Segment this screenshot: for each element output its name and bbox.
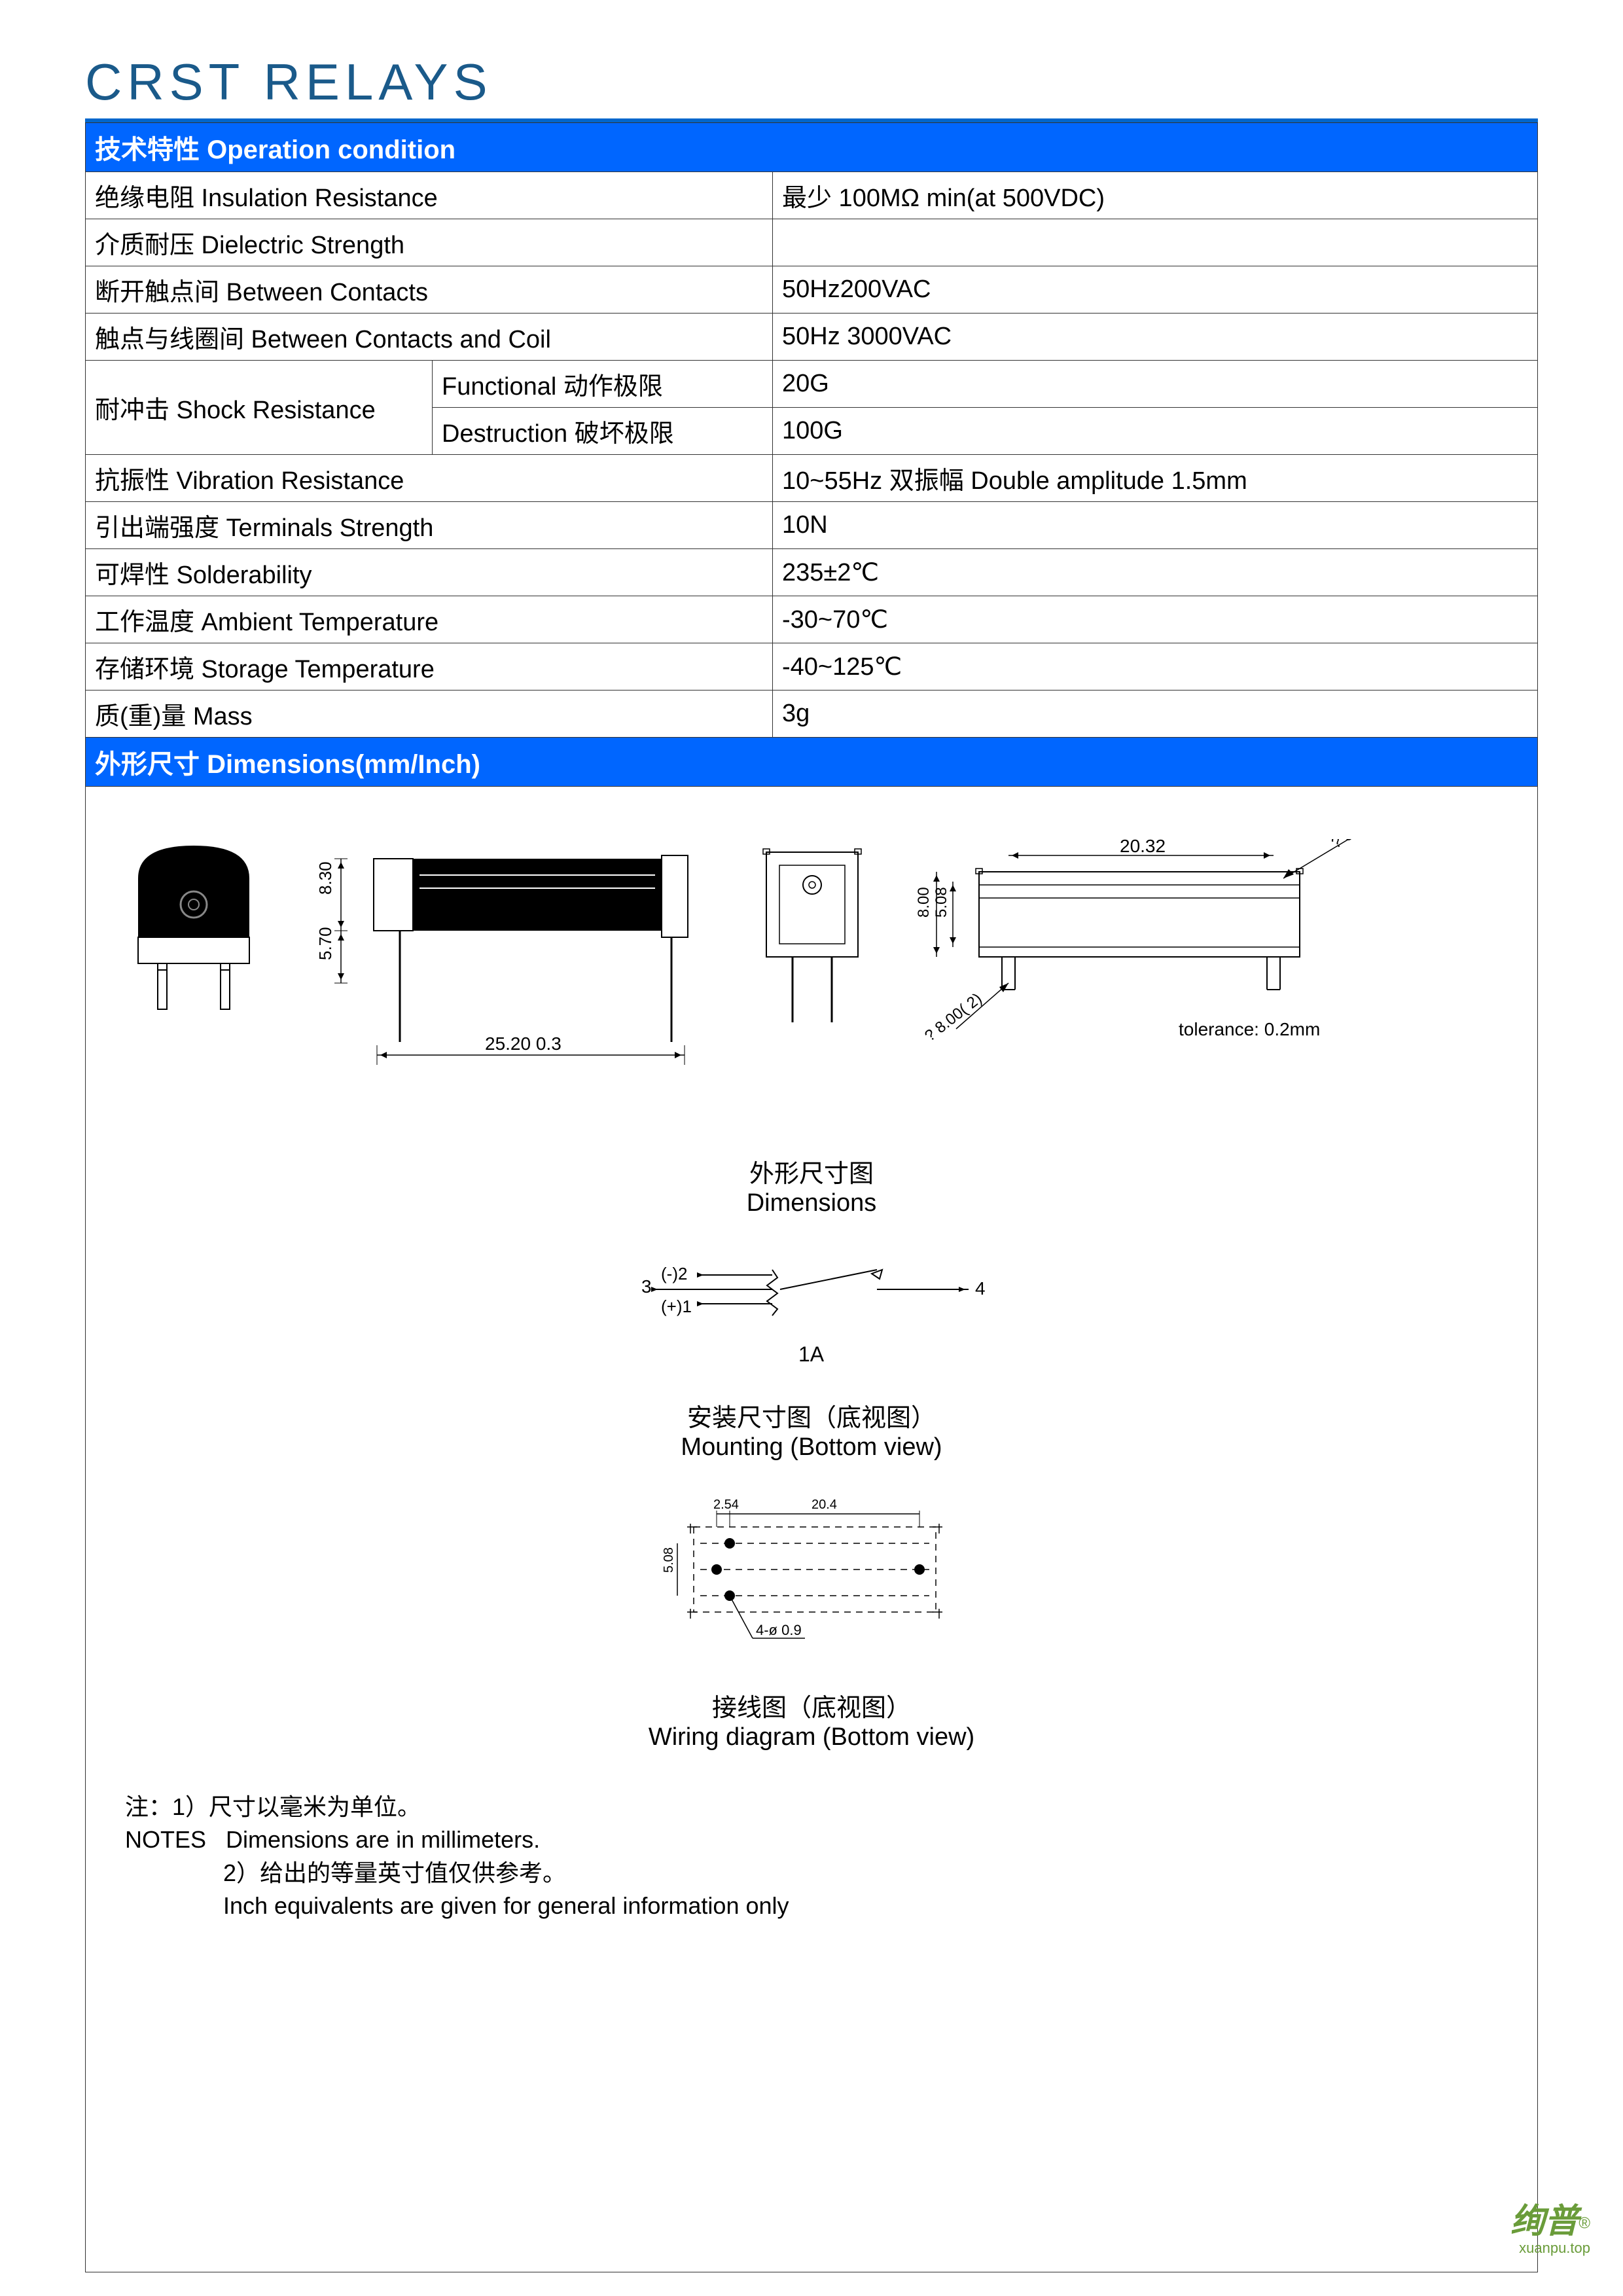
svg-text:2.54: 2.54 xyxy=(713,1498,739,1512)
svg-text:20.4: 20.4 xyxy=(812,1498,837,1512)
row-value: 50Hz 3000VAC xyxy=(773,314,1538,361)
notes-block: 注：1）尺寸以毫米为单位。 NOTES Dimensions are in mi… xyxy=(112,1791,1511,1923)
caption-cn: 安装尺寸图（底视图） xyxy=(112,1397,1511,1433)
footer-logo: 绚普® xuanpu.top xyxy=(1510,2193,1590,2257)
row-label: 工作温度 Ambient Temperature xyxy=(86,596,773,643)
svg-text:4: 4 xyxy=(975,1278,986,1299)
caption-en: Dimensions xyxy=(112,1189,1511,1217)
mounting-caption: 安装尺寸图（底视图） Mounting (Bottom view) xyxy=(112,1397,1511,1462)
row-label: 介质耐压 Dielectric Strength xyxy=(86,219,773,266)
row-value: 235±2℃ xyxy=(773,549,1538,596)
row-sublabel: Destruction 破坏极限 xyxy=(433,408,773,455)
dim-figure-4: 8.00 5.08 xyxy=(917,839,1414,1088)
row-sublabel: Functional 动作极限 xyxy=(433,361,773,408)
row-label: 可焊性 Solderability xyxy=(86,549,773,596)
svg-text:4-ø 0.9: 4-ø 0.9 xyxy=(756,1622,802,1638)
svg-text:1A: 1A xyxy=(798,1342,825,1366)
svg-text:? 0.50( 2): ? 0.50( 2) xyxy=(1329,839,1395,852)
row-label: 触点与线圈间 Between Contacts and Coil xyxy=(86,314,773,361)
row-value xyxy=(773,219,1538,266)
svg-text:20.32: 20.32 xyxy=(1120,839,1166,856)
caption-en: Mounting (Bottom view) xyxy=(112,1433,1511,1462)
diagrams-area: 8.30 5.70 25.20 0.3 xyxy=(85,787,1538,2272)
dim-figure-1 xyxy=(112,839,276,1049)
svg-text:3: 3 xyxy=(641,1276,652,1297)
row-value: 20G xyxy=(773,361,1538,408)
row-value: -30~70℃ xyxy=(773,596,1538,643)
svg-text:tolerance: 0.2mm: tolerance: 0.2mm xyxy=(1179,1019,1320,1039)
row-label: 抗振性 Vibration Resistance xyxy=(86,455,773,502)
mounting-figure: 2.54 20.4 5.08 4-ø 0.9 xyxy=(648,1494,975,1668)
svg-text:? 8.00( 2): ? 8.00( 2) xyxy=(921,990,986,1045)
wiring-caption: 接线图（底视图） Wiring diagram (Bottom view) xyxy=(112,1687,1511,1751)
row-label: 断开触点间 Between Contacts xyxy=(86,266,773,314)
footer-brand-cn: 绚普 xyxy=(1510,2202,1578,2240)
svg-text:8.30: 8.30 xyxy=(315,861,335,895)
svg-text:5.08: 5.08 xyxy=(933,887,950,918)
svg-text:(+)1: (+)1 xyxy=(661,1297,692,1316)
section-header-dimensions: 外形尺寸 Dimensions(mm/Inch) xyxy=(86,738,1538,787)
svg-text:(-)2: (-)2 xyxy=(661,1264,687,1283)
section-header-operation: 技术特性 Operation condition xyxy=(86,123,1538,172)
notes-line-4: Inch equivalents are given for general i… xyxy=(125,1890,1511,1922)
dim-figure-3 xyxy=(747,839,878,1049)
row-value: 10N xyxy=(773,502,1538,549)
schematic-figure: 3 (-)2 (+)1 4 1A xyxy=(615,1250,1008,1371)
dimension-drawings-row: 8.30 5.70 25.20 0.3 xyxy=(112,839,1511,1088)
svg-text:8.00: 8.00 xyxy=(917,887,933,918)
caption-en: Wiring diagram (Bottom view) xyxy=(112,1723,1511,1751)
row-value: 最少 100MΩ min(at 500VDC) xyxy=(773,172,1538,219)
dimensions-caption: 外形尺寸图 Dimensions xyxy=(112,1153,1511,1217)
svg-text:5.70: 5.70 xyxy=(315,927,335,960)
notes-line-1: 注：1）尺寸以毫米为单位。 xyxy=(125,1791,1511,1823)
svg-text:25.20 0.3: 25.20 0.3 xyxy=(485,1033,562,1054)
footer-registered-icon: ® xyxy=(1578,2215,1590,2233)
row-label: 绝缘电阻 Insulation Resistance xyxy=(86,172,773,219)
row-value: 100G xyxy=(773,408,1538,455)
notes-line-3: 2）给出的等量英寸值仅供参考。 xyxy=(125,1857,1511,1890)
row-value: 3g xyxy=(773,691,1538,738)
svg-text:5.08: 5.08 xyxy=(662,1547,676,1573)
row-label: 质(重)量 Mass xyxy=(86,691,773,738)
row-value: 10~55Hz 双振幅 Double amplitude 1.5mm xyxy=(773,455,1538,502)
row-label-shock: 耐冲击 Shock Resistance xyxy=(86,361,433,455)
brand-title: CRST RELAYS xyxy=(85,52,1538,112)
row-value: 50Hz200VAC xyxy=(773,266,1538,314)
caption-cn: 接线图（底视图） xyxy=(112,1687,1511,1723)
row-label: 引出端强度 Terminals Strength xyxy=(86,502,773,549)
row-label: 存储环境 Storage Temperature xyxy=(86,643,773,691)
notes-line-2: NOTES Dimensions are in millimeters. xyxy=(125,1823,1511,1856)
spec-table: 技术特性 Operation condition 绝缘电阻 Insulation… xyxy=(85,122,1538,787)
caption-cn: 外形尺寸图 xyxy=(112,1153,1511,1189)
dim-figure-2: 8.30 5.70 25.20 0.3 xyxy=(315,839,707,1088)
footer-brand-en: xuanpu.top xyxy=(1510,2240,1590,2257)
row-value: -40~125℃ xyxy=(773,643,1538,691)
